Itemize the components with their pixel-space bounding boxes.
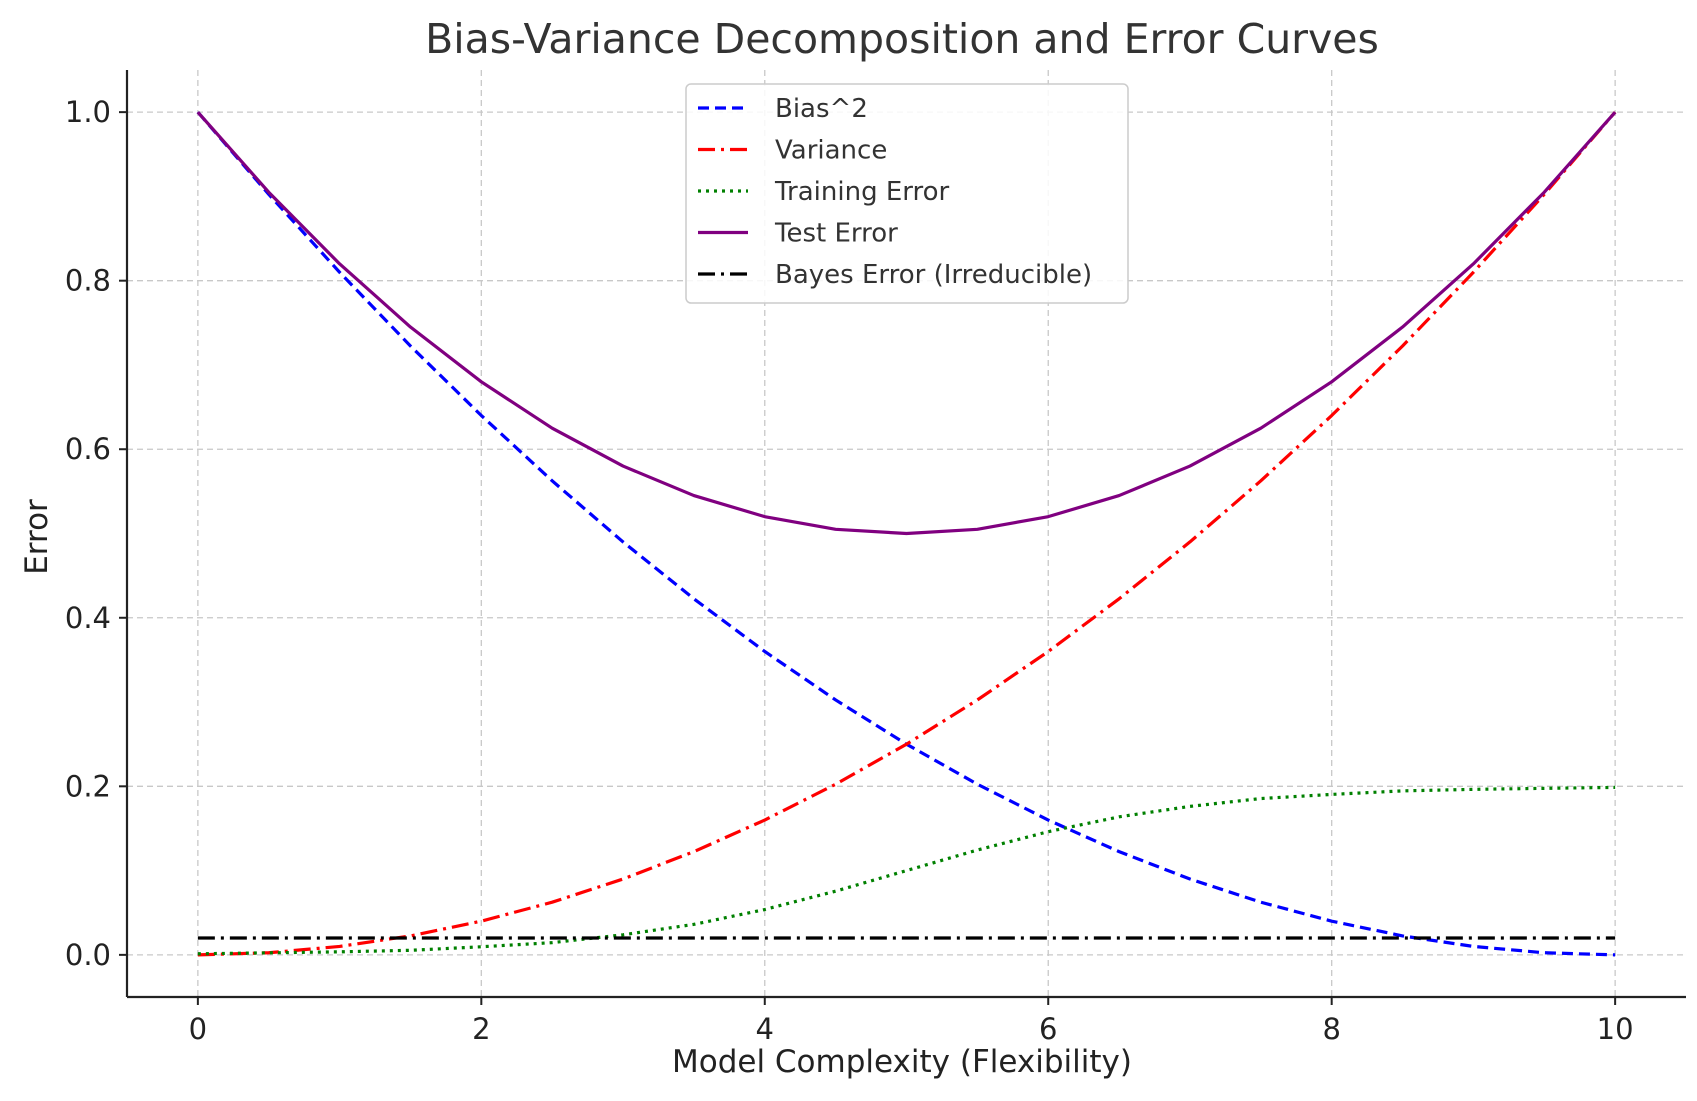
- plot-area: [196, 111, 1617, 957]
- y-tick-label: 0.0: [65, 938, 111, 972]
- y-tick-label: 0.4: [65, 601, 111, 635]
- legend-box: [685, 83, 1129, 304]
- axes: 0 2 4 6 8 10 0.0 0.2 0.4 0.6 0.8 1.0: [65, 70, 1686, 1046]
- series-line-variance: [197, 111, 1617, 957]
- y-axis-title: Error: [19, 499, 55, 575]
- chart-title: Bias-Variance Decomposition and Error Cu…: [425, 15, 1379, 63]
- legend-label: Test Error: [774, 219, 898, 249]
- x-tick-label: 8: [1322, 1012, 1340, 1046]
- legend-label: Bias^2: [775, 94, 868, 124]
- y-tick-label: 0.8: [65, 264, 111, 298]
- series-line-training-error: [197, 785, 1616, 956]
- legend-label: Training Error: [774, 177, 950, 207]
- x-axis-title: Model Complexity (Flexibility): [672, 1044, 1132, 1080]
- legend: Bias^2 Variance Training Error Test Error Ba…: [685, 83, 1129, 304]
- x-tick-label: 0: [189, 1012, 207, 1046]
- y-tick-label: 0.6: [65, 432, 111, 466]
- x-tick-label: 2: [472, 1012, 490, 1046]
- y-tick-label: 0.2: [65, 769, 111, 803]
- legend-label: Bayes Error (Irreducible): [775, 260, 1092, 290]
- x-tick-label: 10: [1597, 1012, 1634, 1046]
- y-tick-label: 1.0: [65, 95, 111, 129]
- legend-label: Variance: [775, 136, 887, 166]
- x-tick-label: 6: [1039, 1012, 1057, 1046]
- series-line-test-error: [196, 111, 1617, 536]
- x-tick-label: 4: [756, 1012, 774, 1046]
